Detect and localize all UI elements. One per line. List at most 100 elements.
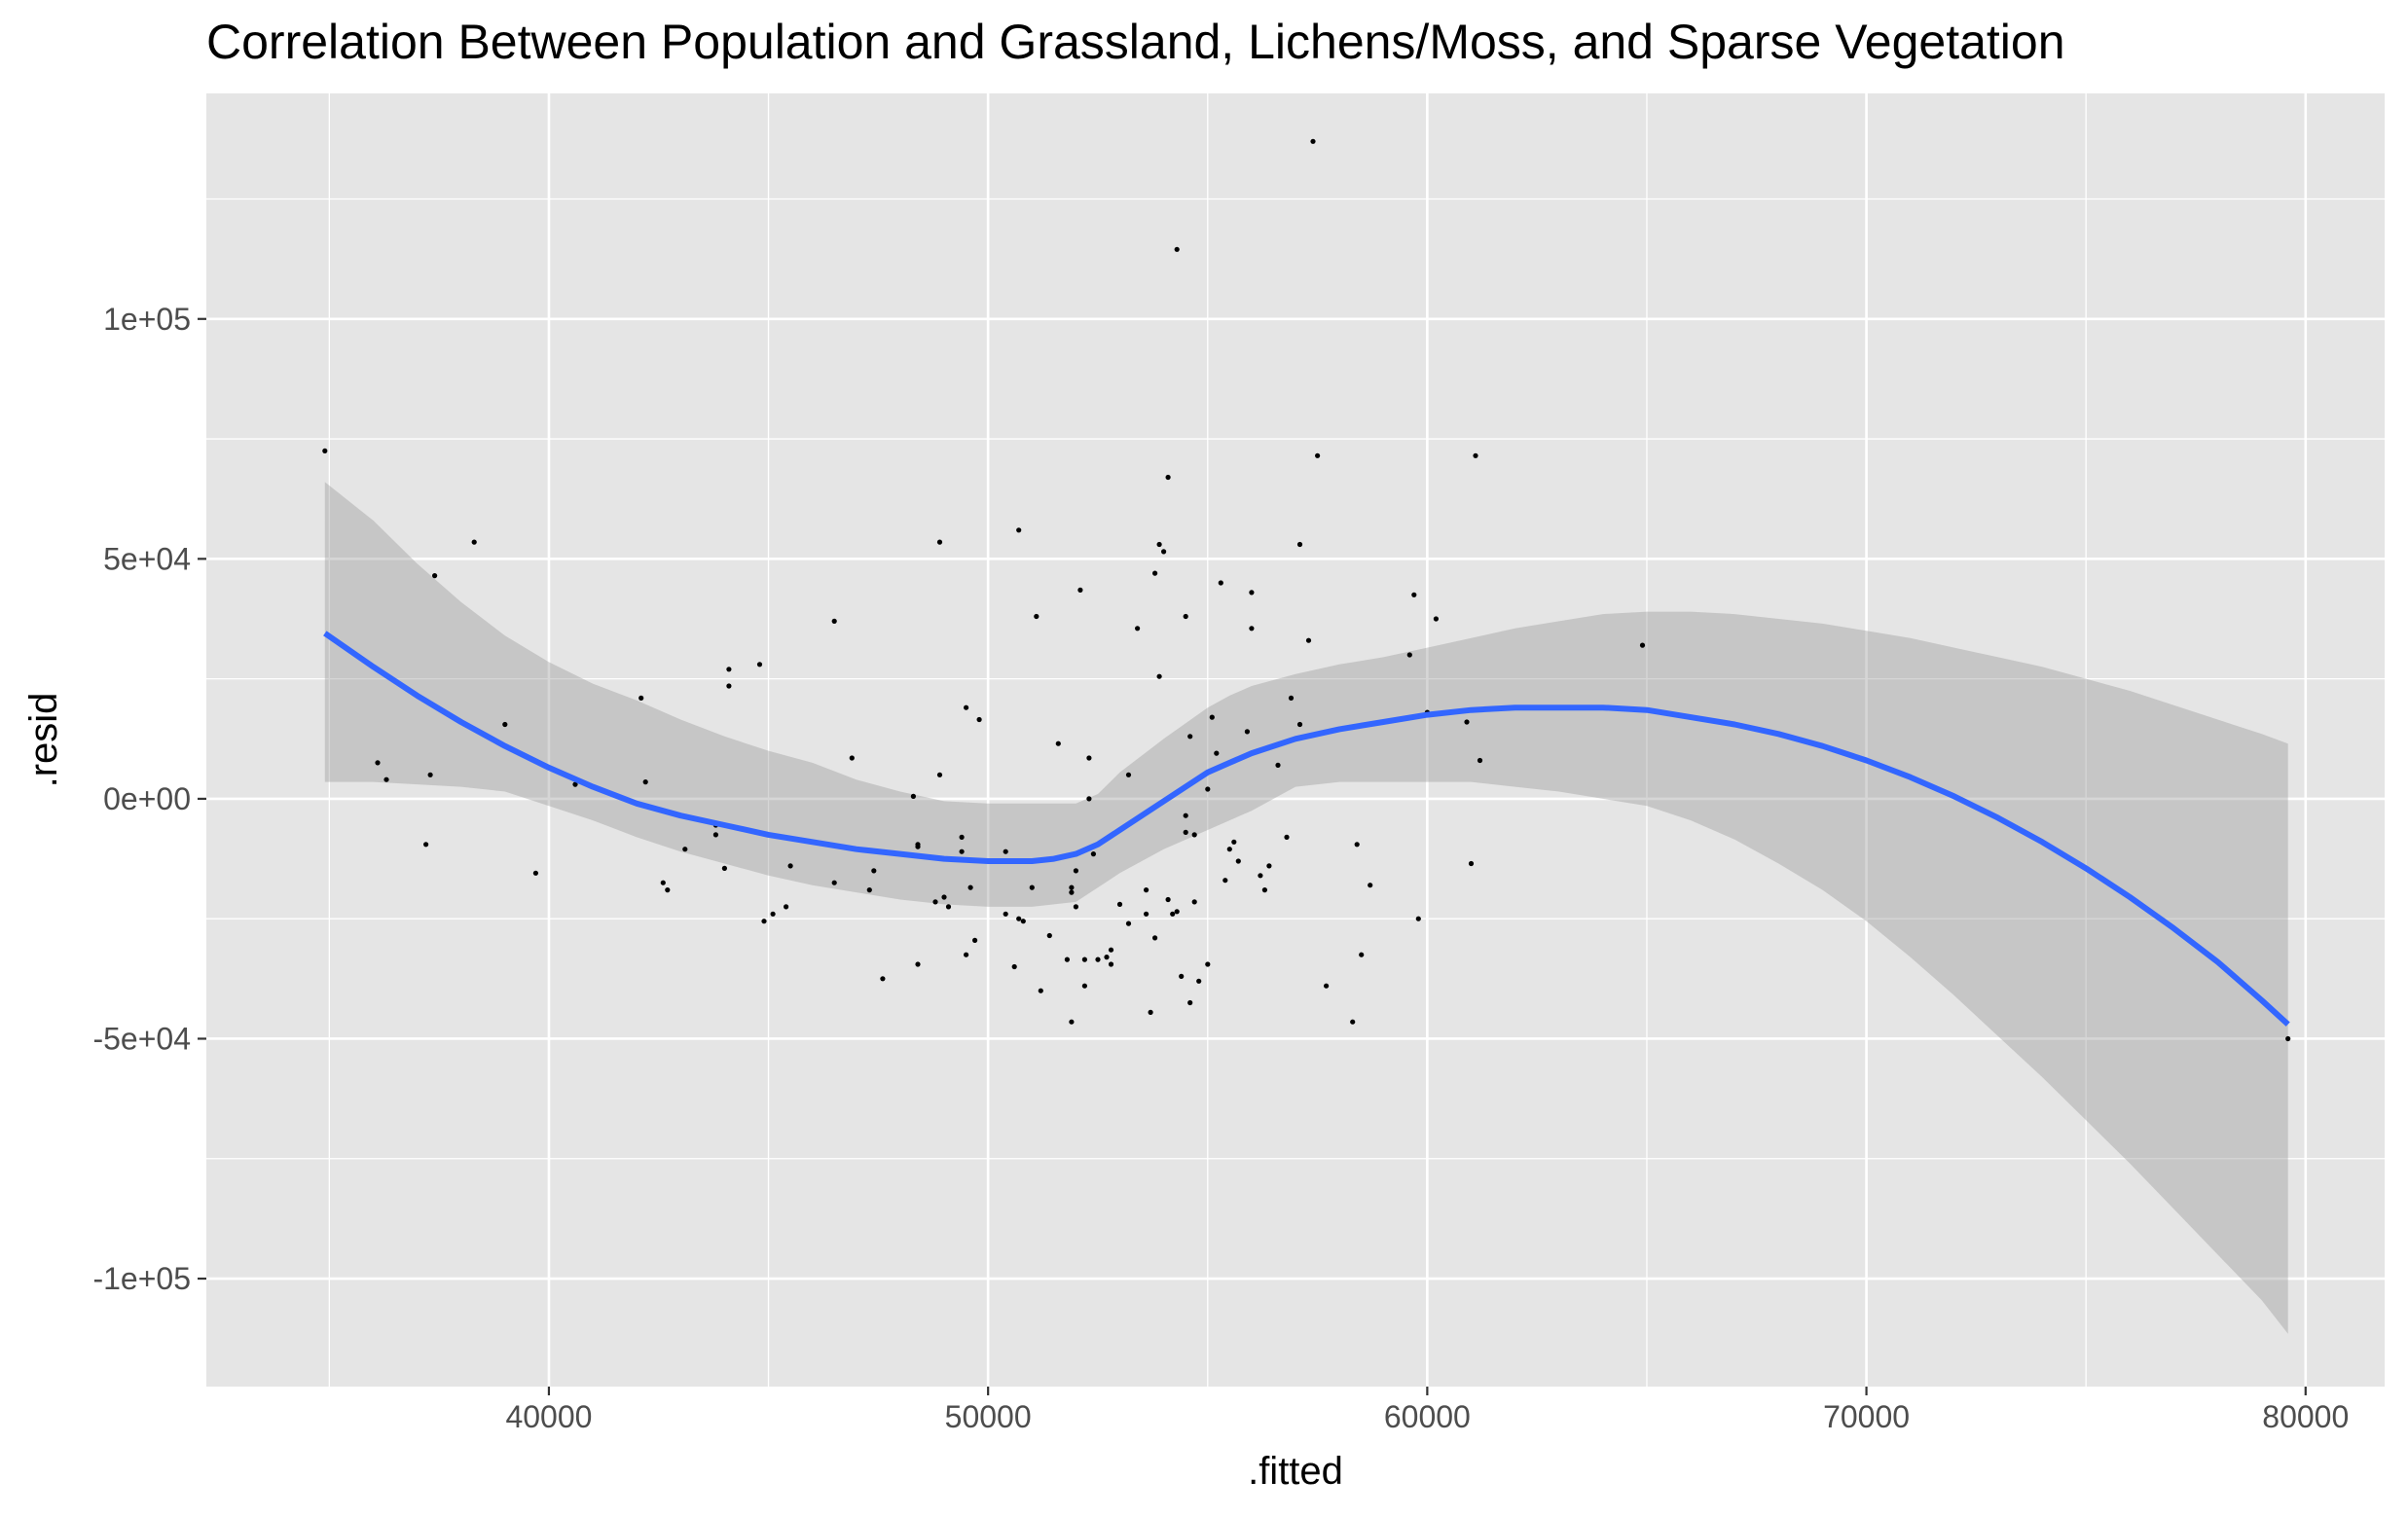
data-point: [1324, 983, 1330, 989]
data-point: [383, 776, 389, 782]
y-tick-label: 0e+00: [103, 781, 191, 816]
data-point: [1156, 673, 1162, 679]
x-tick-label: 50000: [945, 1399, 1032, 1434]
data-point: [642, 779, 648, 785]
data-point: [784, 904, 789, 910]
smooth-line: [323, 631, 2290, 1027]
data-point: [932, 899, 938, 905]
data-point: [1081, 983, 1087, 989]
data-point: [1296, 721, 1303, 728]
y-axis-ticks: -1e+05 -5e+04 0e+00 5e+04 1e+05: [92, 302, 206, 1296]
data-point: [721, 865, 728, 872]
data-point: [1187, 734, 1193, 740]
data-point: [1231, 839, 1237, 845]
data-point: [1296, 541, 1303, 548]
data-point: [1266, 863, 1272, 869]
data-point: [1183, 812, 1188, 818]
data-point: [1179, 973, 1185, 980]
y-tick-label: -5e+04: [92, 1021, 191, 1056]
data-point: [1174, 246, 1180, 252]
data-point: [1144, 911, 1149, 917]
data-point: [831, 618, 837, 625]
data-point: [1016, 916, 1022, 921]
minor-grid: [206, 93, 2385, 1387]
data-point: [1411, 592, 1417, 597]
data-point: [849, 755, 855, 761]
data-point: [1222, 878, 1228, 884]
data-point: [915, 961, 921, 967]
data-point: [1108, 961, 1114, 967]
data-point: [1205, 786, 1211, 792]
data-point: [1196, 978, 1202, 984]
data-point: [1011, 963, 1017, 970]
data-point: [1135, 626, 1141, 632]
data-point: [1116, 901, 1123, 908]
data-point: [1310, 138, 1316, 144]
data-point: [756, 662, 763, 668]
data-point: [964, 952, 969, 957]
data-point: [1261, 887, 1267, 893]
data-point: [1090, 851, 1096, 857]
data-point: [945, 904, 952, 910]
x-tick-label: 80000: [2262, 1399, 2349, 1434]
data-point: [964, 704, 969, 710]
data-point: [1187, 999, 1193, 1006]
data-point: [726, 667, 732, 672]
data-point: [972, 937, 978, 944]
data-point: [1288, 695, 1295, 702]
x-tick-label: 60000: [1384, 1399, 1471, 1434]
data-point: [1350, 1019, 1356, 1025]
data-point: [1205, 961, 1211, 967]
data-point: [1249, 626, 1255, 632]
y-tick-label: 1e+05: [103, 302, 191, 337]
data-point: [1174, 909, 1180, 915]
data-point: [1354, 842, 1360, 848]
data-point: [1161, 549, 1167, 555]
data-points: [322, 138, 2291, 1042]
data-point: [1152, 935, 1158, 941]
data-point: [1069, 1019, 1075, 1025]
data-point: [936, 539, 943, 545]
data-point: [880, 976, 886, 982]
data-point: [1046, 932, 1052, 939]
data-point: [976, 716, 982, 723]
data-point: [1108, 947, 1114, 953]
data-point: [1104, 955, 1110, 960]
data-point: [1029, 884, 1035, 890]
data-point: [915, 844, 921, 849]
x-axis-ticks: 40000 50000 60000 70000 80000: [505, 1387, 2349, 1434]
major-grid: [206, 93, 2385, 1387]
data-point: [423, 842, 429, 848]
chart-title: Correlation Between Population and Grass…: [206, 15, 2065, 69]
data-point: [322, 448, 328, 453]
data-point: [941, 894, 947, 900]
data-point: [1148, 1009, 1153, 1015]
data-point: [638, 695, 644, 702]
data-point: [761, 919, 767, 924]
data-point: [1368, 883, 1373, 888]
data-point: [1064, 957, 1070, 962]
data-point: [2285, 1035, 2291, 1042]
data-point: [1170, 911, 1176, 917]
data-point: [1003, 848, 1008, 854]
data-point: [1464, 719, 1470, 725]
data-point: [1086, 755, 1092, 761]
y-tick-label: -1e+05: [92, 1261, 191, 1296]
data-point: [936, 772, 943, 777]
data-point: [831, 880, 837, 885]
data-point: [871, 868, 877, 874]
data-point: [1218, 580, 1223, 586]
data-point: [1156, 541, 1162, 548]
data-point: [1125, 772, 1132, 777]
data-point: [1226, 847, 1232, 852]
data-point: [1069, 884, 1075, 890]
data-point: [726, 683, 732, 689]
data-point: [1305, 637, 1312, 643]
y-tick-label: 5e+04: [103, 541, 191, 576]
data-point: [1468, 860, 1475, 867]
data-point: [1077, 587, 1083, 594]
data-point: [427, 772, 433, 777]
data-point: [1209, 714, 1215, 720]
data-point: [1183, 613, 1188, 620]
